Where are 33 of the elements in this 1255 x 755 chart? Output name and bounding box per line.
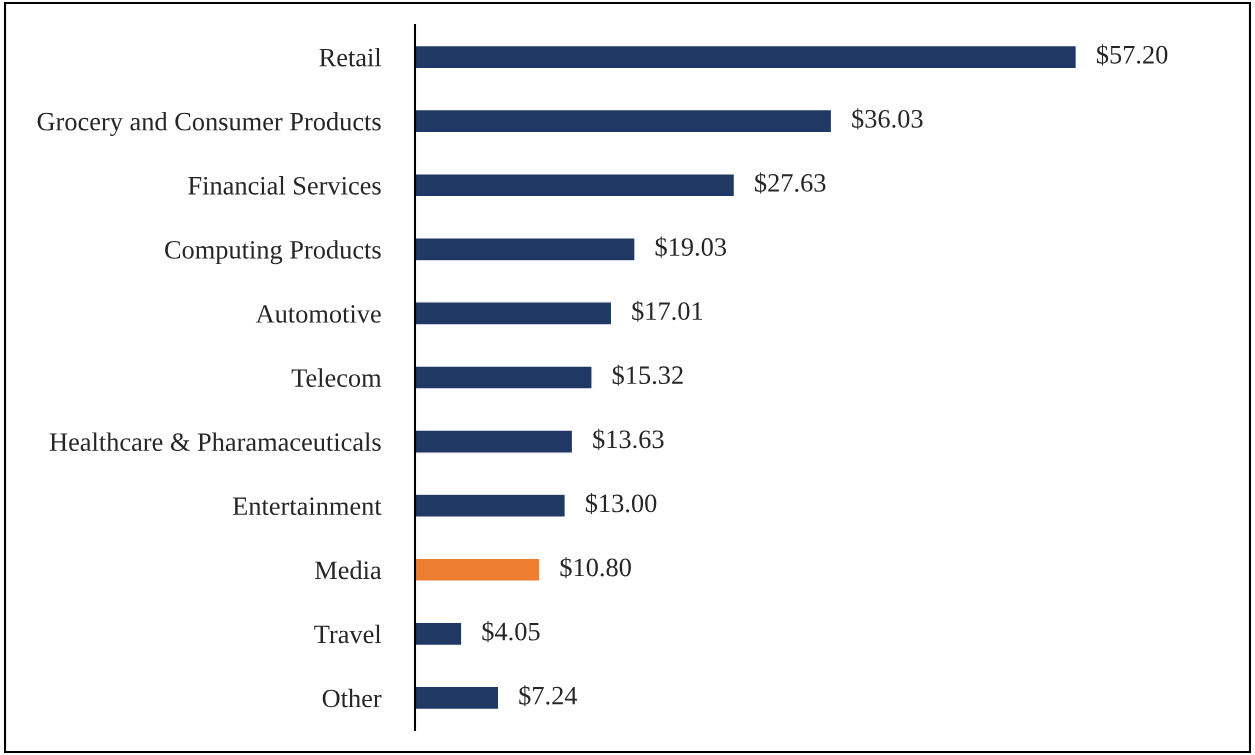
bar (415, 44, 1078, 70)
bar (415, 365, 593, 390)
bar (415, 557, 541, 583)
bar (415, 172, 736, 198)
data-label: $36.03 (852, 108, 923, 130)
data-label: $13.00 (585, 492, 657, 515)
y-tick-label: Telecom (291, 368, 382, 387)
bar (415, 621, 463, 647)
data-label: $27.63 (755, 172, 826, 194)
y-tick-label: Grocery and Consumer Products (37, 111, 381, 136)
data-label: $57.20 (1096, 44, 1168, 66)
data-label: $10.80 (560, 557, 631, 579)
bar (415, 237, 636, 262)
data-label: $4.05 (482, 621, 540, 643)
bar (415, 301, 613, 326)
y-tick-label: Media (315, 560, 382, 580)
data-label: $17.01 (632, 300, 703, 322)
y-tick-label: Healthcare & Pharamaceuticals (49, 432, 381, 452)
bar (415, 685, 500, 711)
bar (415, 108, 833, 134)
bar (415, 493, 567, 518)
y-tick-label: Automotive (255, 305, 381, 323)
data-label: $7.24 (519, 685, 578, 707)
y-tick-label: Entertainment (232, 497, 382, 516)
data-label: $15.32 (612, 364, 683, 386)
y-tick-label: Travel (314, 624, 382, 644)
y-tick-label: Computing Products (165, 240, 381, 265)
y-tick-label: Retail (319, 47, 382, 67)
y-tick-label: Other (322, 688, 382, 708)
data-label: $13.63 (593, 428, 664, 450)
y-tick-label: Financial Services (188, 176, 381, 195)
data-label: $19.03 (655, 236, 727, 258)
bar (415, 429, 574, 454)
